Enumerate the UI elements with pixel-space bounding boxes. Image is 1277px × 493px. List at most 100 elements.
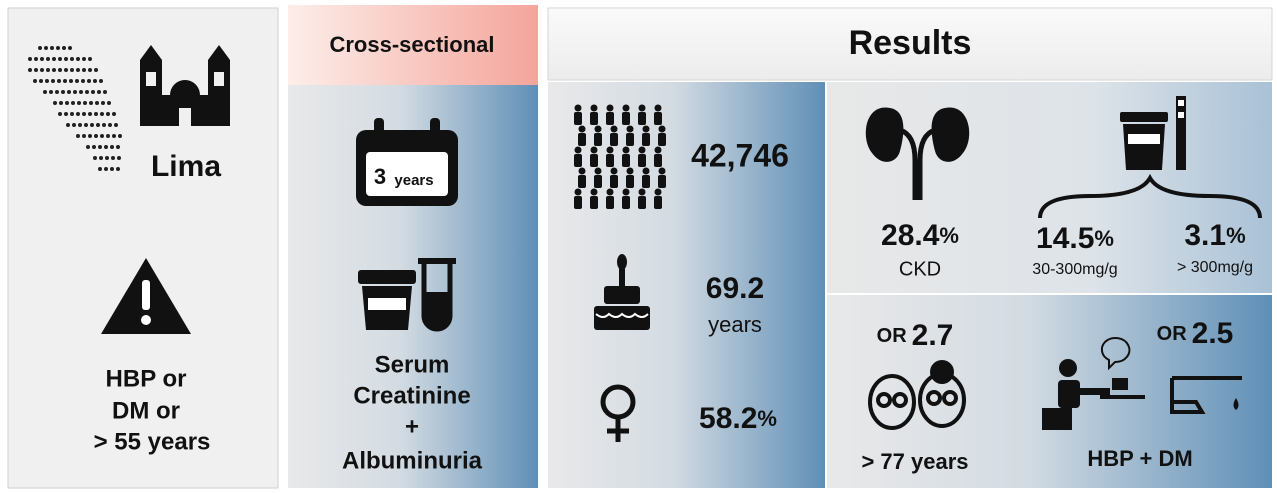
people-icon <box>574 154 582 167</box>
blood-pressure-icon <box>1233 398 1239 410</box>
peru-map-icon <box>76 57 80 61</box>
cake-icon <box>594 306 650 330</box>
peru-map-icon <box>94 68 98 72</box>
criteria-line: > 55 years <box>94 428 211 455</box>
albuminuria-unit: % <box>1226 223 1246 248</box>
peru-map-icon <box>72 123 76 127</box>
urine-strip-icon <box>1176 96 1186 170</box>
people-icon <box>658 167 666 175</box>
urine-strip-icon <box>1123 124 1165 170</box>
people-icon <box>642 167 650 175</box>
peru-map-icon <box>28 68 32 72</box>
peru-map-icon <box>88 57 92 61</box>
peru-map-icon <box>51 79 55 83</box>
peru-map-icon <box>112 112 116 116</box>
people-icon <box>610 133 618 146</box>
albuminuria-label: 30-300mg/g <box>1032 261 1117 278</box>
people-icon <box>594 125 602 133</box>
people-icon <box>654 112 662 125</box>
urine-strip-icon <box>1038 173 1262 219</box>
peru-map-icon <box>33 79 37 83</box>
people-icon <box>610 167 618 175</box>
urine-sample-icon <box>421 264 453 332</box>
peru-map-icon <box>110 145 114 149</box>
people-icon <box>638 188 646 196</box>
people-icon <box>642 175 650 188</box>
peru-map-icon <box>87 79 91 83</box>
peru-map-icon <box>46 57 50 61</box>
peru-map-icon <box>88 134 92 138</box>
odds-ratio: OR 2.5 <box>1157 317 1234 350</box>
people-icon <box>606 146 614 154</box>
peru-map-icon <box>117 156 121 160</box>
criteria-line: DM or <box>112 397 180 424</box>
peru-map-icon <box>34 68 38 72</box>
urine-strip-icon <box>1178 112 1184 118</box>
people-icon <box>658 175 666 188</box>
peru-map-icon <box>70 112 74 116</box>
peru-map-icon <box>43 90 47 94</box>
peru-map-icon <box>70 68 74 72</box>
people-icon <box>610 175 618 188</box>
peru-map-icon <box>100 112 104 116</box>
peru-map-icon <box>112 134 116 138</box>
peru-map-icon <box>66 123 70 127</box>
people-icon <box>594 175 602 188</box>
people-icon <box>626 175 634 188</box>
peru-map-icon <box>70 57 74 61</box>
people-icon <box>590 188 598 196</box>
peru-map-icon <box>49 90 53 94</box>
peru-map-icon <box>90 123 94 127</box>
albuminuria-value: 3.1 <box>1184 219 1226 252</box>
peru-map-icon <box>82 112 86 116</box>
peru-map-icon <box>40 68 44 72</box>
urine-strip-icon <box>1178 100 1184 106</box>
elderly-icon <box>930 360 954 384</box>
peru-map-icon <box>82 134 86 138</box>
peru-map-icon <box>40 57 44 61</box>
peru-map-icon <box>62 46 66 50</box>
elderly-icon <box>868 360 966 430</box>
ckd-value: 28.4 <box>881 219 940 252</box>
odds-prefix: OR <box>877 325 908 347</box>
blood-pressure-icon <box>1100 395 1145 399</box>
ckd-share: 28.4% <box>881 219 959 252</box>
peru-map-icon <box>111 156 115 160</box>
peru-map-icon <box>39 79 43 83</box>
peru-map-icon <box>79 90 83 94</box>
people-icon <box>654 146 662 154</box>
cake-icon <box>604 286 640 304</box>
cake-icon <box>617 254 627 270</box>
peru-map-icon <box>88 112 92 116</box>
cake-icon <box>594 254 650 330</box>
urine-sample-icon <box>358 270 416 284</box>
peru-map-icon <box>93 79 97 83</box>
peru-map-icon <box>78 123 82 127</box>
people-icon <box>590 112 598 125</box>
age-value: 69.2 <box>706 272 764 305</box>
peru-map-icon <box>108 123 112 127</box>
urine-sample-icon <box>418 258 456 264</box>
peru-map-icon <box>45 79 49 83</box>
panels <box>547 7 1273 81</box>
peru-map-icon <box>73 90 77 94</box>
kidney-icon <box>865 107 970 200</box>
urine-strip-icon <box>1120 112 1168 122</box>
peru-map-icon <box>59 101 63 105</box>
peru-map-icon <box>50 46 54 50</box>
peru-map-icon <box>100 134 104 138</box>
people-icon <box>622 188 630 196</box>
peru-map-icon <box>52 57 56 61</box>
peru-map-icon <box>38 46 42 50</box>
peru-map-icon <box>77 101 81 105</box>
blood-pressure-icon <box>1100 337 1131 371</box>
peru-map-icon <box>106 112 110 116</box>
location-title: Lima <box>151 150 221 183</box>
cathedral-icon <box>170 80 200 95</box>
peru-map-icon <box>98 167 102 171</box>
people-icon <box>574 146 582 154</box>
elderly-icon <box>892 392 908 408</box>
peru-map-icon <box>85 90 89 94</box>
people-icon <box>578 175 586 188</box>
